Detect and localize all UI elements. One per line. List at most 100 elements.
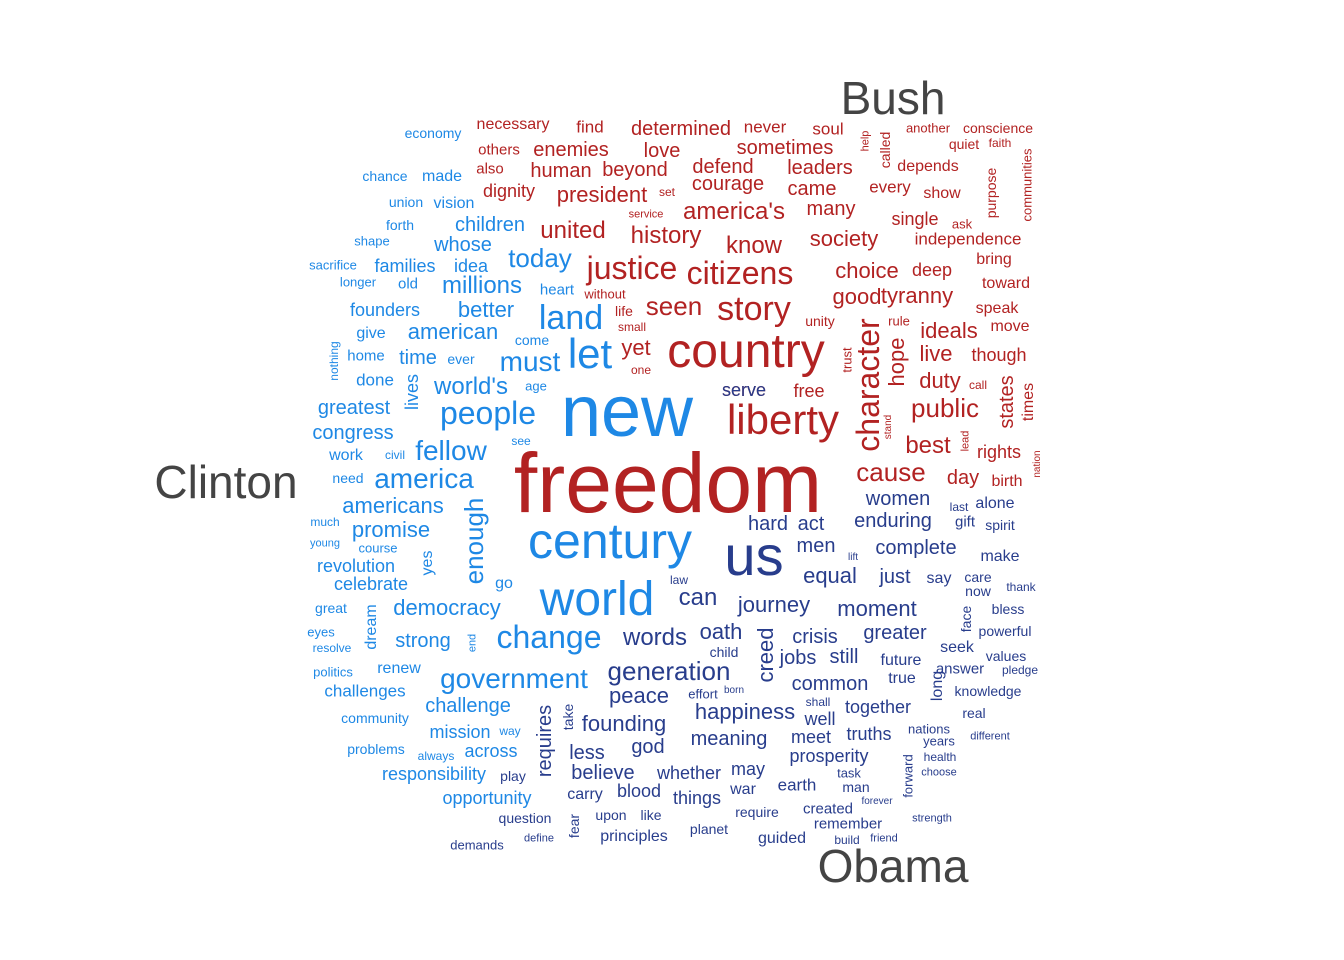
word-obama-203: care — [964, 570, 991, 584]
word-clinton-109: greatest — [318, 398, 390, 418]
word-obama-210: bless — [992, 602, 1025, 616]
word-obama-179: crisis — [792, 627, 838, 647]
word-clinton-138: give — [356, 326, 385, 342]
word-clinton-155: community — [341, 711, 409, 725]
word-bush-8: history — [631, 224, 702, 248]
word-bush-22: live — [919, 343, 952, 365]
word-bush-10: seen — [646, 293, 702, 319]
word-obama-211: powerful — [979, 624, 1032, 638]
word-obama-204: now — [965, 584, 991, 598]
word-clinton-111: lives — [403, 374, 421, 410]
word-clinton-104: whose — [434, 235, 492, 255]
word-bush-27: enemies — [533, 140, 609, 160]
word-obama-246: take — [561, 704, 575, 730]
word-bush-30: leaders — [787, 158, 853, 178]
word-obama-225: build — [834, 834, 859, 846]
word-clinton-108: time — [399, 348, 437, 368]
word-bush-69: ask — [952, 218, 972, 231]
word-obama-176: women — [866, 489, 930, 509]
word-clinton-112: revolution — [317, 557, 395, 575]
word-obama-227: man — [842, 780, 869, 794]
word-obama-242: fear — [567, 814, 581, 838]
word-obama-165: creed — [755, 627, 777, 682]
word-bush-49: toward — [982, 276, 1030, 292]
group-label-clinton: Clinton — [154, 459, 297, 505]
word-clinton-154: politics — [313, 666, 353, 679]
word-clinton-137: heart — [540, 283, 574, 298]
word-clinton-103: children — [455, 215, 525, 235]
word-bush-7: america's — [683, 200, 785, 224]
word-obama-173: men — [797, 536, 836, 556]
word-bush-80: call — [969, 379, 987, 391]
word-clinton-93: government — [440, 665, 588, 693]
group-label-bush: Bush — [841, 75, 946, 121]
word-obama-192: meet — [791, 728, 831, 746]
word-clinton-110: congress — [312, 423, 393, 443]
word-obama-249: born — [724, 686, 744, 696]
word-clinton-101: americans — [342, 495, 443, 517]
word-obama-240: planet — [690, 822, 728, 836]
word-obama-212: values — [986, 649, 1026, 663]
word-obama-229: created — [803, 802, 853, 817]
word-bush-3: story — [717, 292, 791, 326]
word-clinton-129: chance — [362, 169, 407, 183]
word-obama-168: happiness — [695, 701, 795, 723]
word-obama-167: founding — [582, 713, 666, 735]
word-clinton-145: need — [332, 471, 363, 485]
word-bush-13: choice — [835, 260, 899, 282]
word-clinton-135: longer — [340, 276, 376, 289]
word-obama-231: guided — [758, 831, 806, 847]
word-bush-12: society — [810, 228, 878, 250]
word-clinton-130: union — [389, 195, 423, 209]
word-clinton-107: founders — [350, 301, 420, 319]
word-clinton-140: home — [347, 349, 385, 364]
word-bush-53: states — [997, 375, 1017, 428]
word-bush-52: though — [971, 346, 1026, 364]
word-clinton-100: democracy — [393, 597, 501, 619]
word-bush-46: independence — [915, 231, 1022, 248]
word-obama-237: like — [640, 808, 661, 822]
word-bush-64: called — [878, 132, 892, 169]
word-bush-50: speak — [976, 301, 1019, 317]
word-clinton-146: civil — [385, 449, 405, 461]
word-clinton-123: done — [356, 372, 394, 389]
word-obama-177: just — [879, 567, 910, 587]
word-clinton-144: see — [511, 435, 530, 447]
word-bush-5: justice — [587, 252, 678, 284]
word-clinton-148: young — [310, 539, 340, 550]
word-obama-238: upon — [595, 808, 626, 822]
word-clinton-158: way — [499, 725, 520, 737]
word-clinton-118: responsibility — [382, 765, 486, 783]
word-bush-51: move — [990, 319, 1029, 335]
word-obama-220: choose — [921, 768, 956, 779]
word-bush-14: good — [833, 286, 882, 308]
word-bush-20: hope — [886, 338, 908, 387]
word-bush-55: rights — [977, 443, 1021, 461]
word-obama-205: alone — [975, 496, 1014, 512]
word-bush-1: country — [667, 328, 824, 376]
word-obama-236: carry — [567, 787, 603, 803]
word-bush-39: never — [744, 119, 787, 136]
word-clinton-126: dream — [364, 604, 380, 649]
word-obama-187: god — [631, 737, 664, 757]
word-clinton-84: century — [528, 516, 692, 566]
word-obama-163: oath — [700, 621, 743, 643]
word-obama-247: serve — [722, 381, 766, 399]
word-clinton-156: problems — [347, 742, 405, 756]
word-obama-181: jobs — [780, 648, 817, 668]
word-bush-61: conscience — [963, 121, 1033, 135]
word-bush-41: others — [478, 143, 520, 158]
word-obama-197: true — [888, 671, 916, 687]
group-label-obama: Obama — [818, 843, 969, 889]
word-obama-223: forever — [861, 797, 892, 807]
word-bush-47: deep — [912, 261, 952, 279]
word-clinton-105: idea — [454, 257, 488, 275]
word-clinton-121: renew — [377, 661, 421, 677]
word-obama-207: spirit — [985, 518, 1015, 532]
word-obama-174: enduring — [854, 511, 932, 531]
word-obama-183: common — [792, 674, 869, 694]
word-obama-253: lift — [848, 553, 858, 563]
word-bush-21: ideals — [920, 320, 977, 342]
word-obama-164: journey — [738, 594, 810, 616]
word-clinton-99: enough — [461, 498, 487, 585]
